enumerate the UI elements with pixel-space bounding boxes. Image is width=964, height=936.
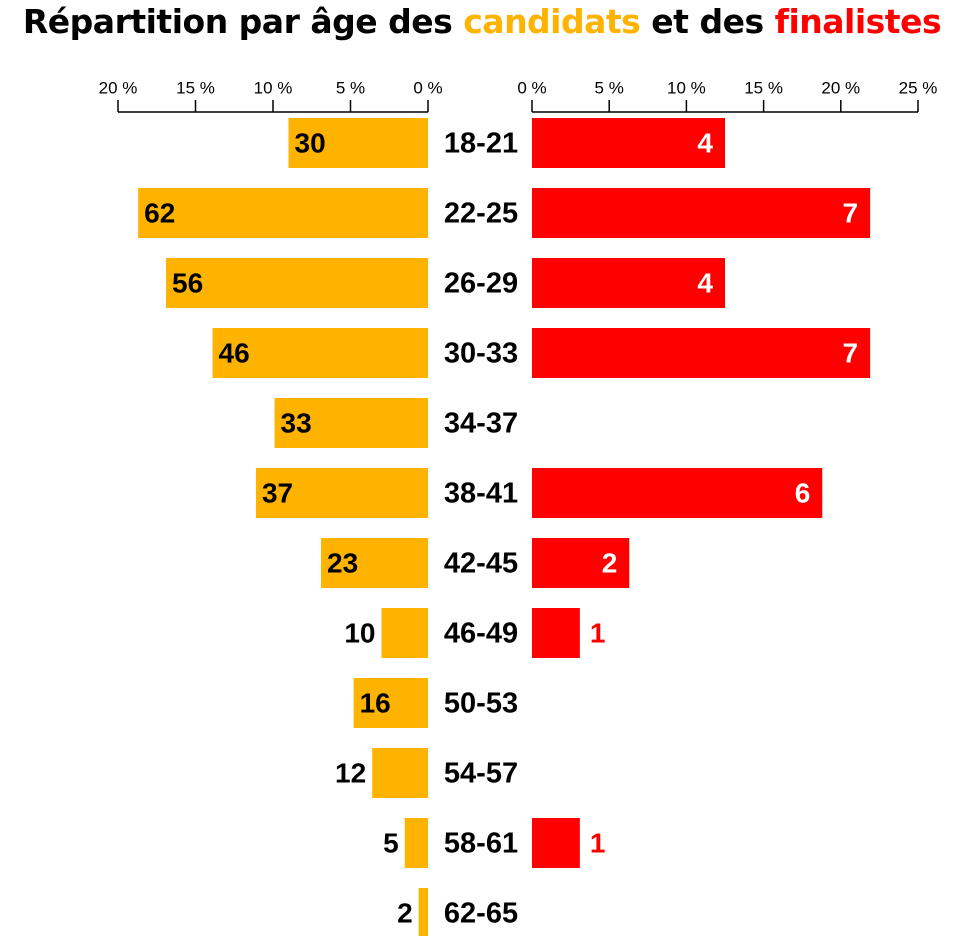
tick-label: 10 % — [667, 78, 706, 97]
title-part: finalistes — [774, 2, 942, 41]
bar — [532, 118, 725, 168]
count-label: 5 — [383, 827, 399, 858]
bar — [353, 678, 428, 728]
category-label: 34-37 — [444, 408, 518, 440]
category-label: 18-21 — [444, 128, 518, 160]
count-label: 4 — [697, 127, 713, 158]
tick-label: 20 % — [99, 78, 138, 97]
category-label: 26-29 — [444, 268, 518, 300]
count-label: 2 — [397, 897, 413, 928]
category-label: 46-49 — [444, 618, 518, 650]
category-label: 38-41 — [444, 478, 518, 510]
tick-label: 20 % — [821, 78, 860, 97]
bar — [532, 538, 630, 588]
title-part: candidats — [463, 2, 641, 41]
title-part: et des — [640, 2, 775, 41]
count-label: 33 — [281, 407, 312, 438]
category-label: 50-53 — [444, 688, 518, 720]
tick-label: 15 % — [176, 78, 215, 97]
count-label: 16 — [360, 687, 391, 718]
bar — [381, 608, 428, 658]
tick-label: 5 % — [336, 78, 365, 97]
category-label: 62-65 — [444, 898, 518, 930]
tick-label: 25 % — [899, 78, 938, 97]
count-label: 1 — [590, 827, 606, 858]
count-label: 4 — [697, 267, 713, 298]
bar — [532, 818, 580, 868]
count-label: 30 — [295, 127, 326, 158]
count-label: 10 — [344, 617, 375, 648]
category-label: 42-45 — [444, 548, 518, 580]
tick-label: 5 % — [595, 78, 624, 97]
title-part: Répartition par âge des — [22, 2, 464, 41]
bar — [372, 748, 428, 798]
tick-label: 15 % — [744, 78, 783, 97]
bar — [532, 258, 725, 308]
count-label: 6 — [795, 477, 811, 508]
bar — [404, 818, 428, 868]
count-label: 12 — [335, 757, 366, 788]
category-label: 30-33 — [444, 338, 518, 370]
tick-label: 10 % — [254, 78, 293, 97]
count-label: 62 — [144, 197, 175, 228]
bar — [255, 468, 428, 518]
bar — [288, 118, 428, 168]
count-label: 7 — [843, 337, 859, 368]
count-label: 37 — [262, 477, 293, 508]
category-label: 54-57 — [444, 758, 518, 790]
bar — [166, 258, 429, 308]
tick-label: 0 % — [413, 78, 442, 97]
category-label: 22-25 — [444, 198, 518, 230]
count-label: 46 — [219, 337, 250, 368]
bar — [418, 888, 428, 936]
category-label: 58-61 — [444, 828, 518, 860]
bar — [321, 538, 428, 588]
count-label: 23 — [327, 547, 358, 578]
bar — [532, 468, 823, 518]
count-label: 2 — [602, 547, 618, 578]
bar — [212, 328, 428, 378]
bar — [532, 328, 871, 378]
count-label: 7 — [843, 197, 859, 228]
count-label: 56 — [172, 267, 203, 298]
bar — [532, 188, 871, 238]
tick-label: 0 % — [517, 78, 546, 97]
count-label: 1 — [590, 617, 606, 648]
chart-title: Répartition par âge des candidats et des… — [0, 2, 964, 41]
bar — [532, 608, 580, 658]
bar — [138, 188, 428, 238]
bar — [274, 398, 428, 448]
